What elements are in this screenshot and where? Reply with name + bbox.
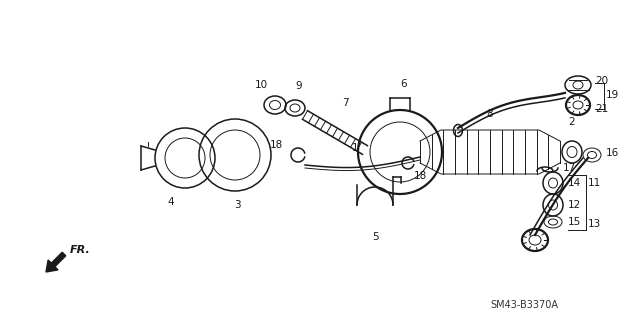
Text: 6: 6	[401, 79, 407, 89]
Text: 14: 14	[568, 178, 581, 188]
Text: 10: 10	[255, 80, 268, 90]
Text: FR.: FR.	[70, 245, 91, 255]
Text: 9: 9	[296, 81, 302, 91]
Text: 19: 19	[606, 90, 620, 100]
Text: 2: 2	[569, 117, 575, 127]
Text: 13: 13	[588, 219, 601, 229]
Text: 16: 16	[606, 148, 620, 158]
Text: 21: 21	[595, 104, 608, 114]
Text: 12: 12	[568, 200, 581, 210]
Text: 18: 18	[413, 171, 427, 181]
Text: 4: 4	[168, 197, 174, 207]
Text: 20: 20	[595, 76, 608, 86]
FancyArrow shape	[46, 252, 66, 272]
Text: 8: 8	[486, 109, 493, 119]
Text: 17: 17	[563, 163, 576, 173]
Text: 5: 5	[372, 232, 378, 242]
Text: 18: 18	[269, 140, 283, 150]
Text: 11: 11	[588, 178, 601, 188]
Text: 7: 7	[342, 98, 348, 108]
Text: 15: 15	[568, 217, 581, 227]
Text: 1: 1	[352, 143, 358, 153]
Text: SM43-B3370A: SM43-B3370A	[490, 300, 558, 310]
Text: 3: 3	[234, 200, 240, 210]
